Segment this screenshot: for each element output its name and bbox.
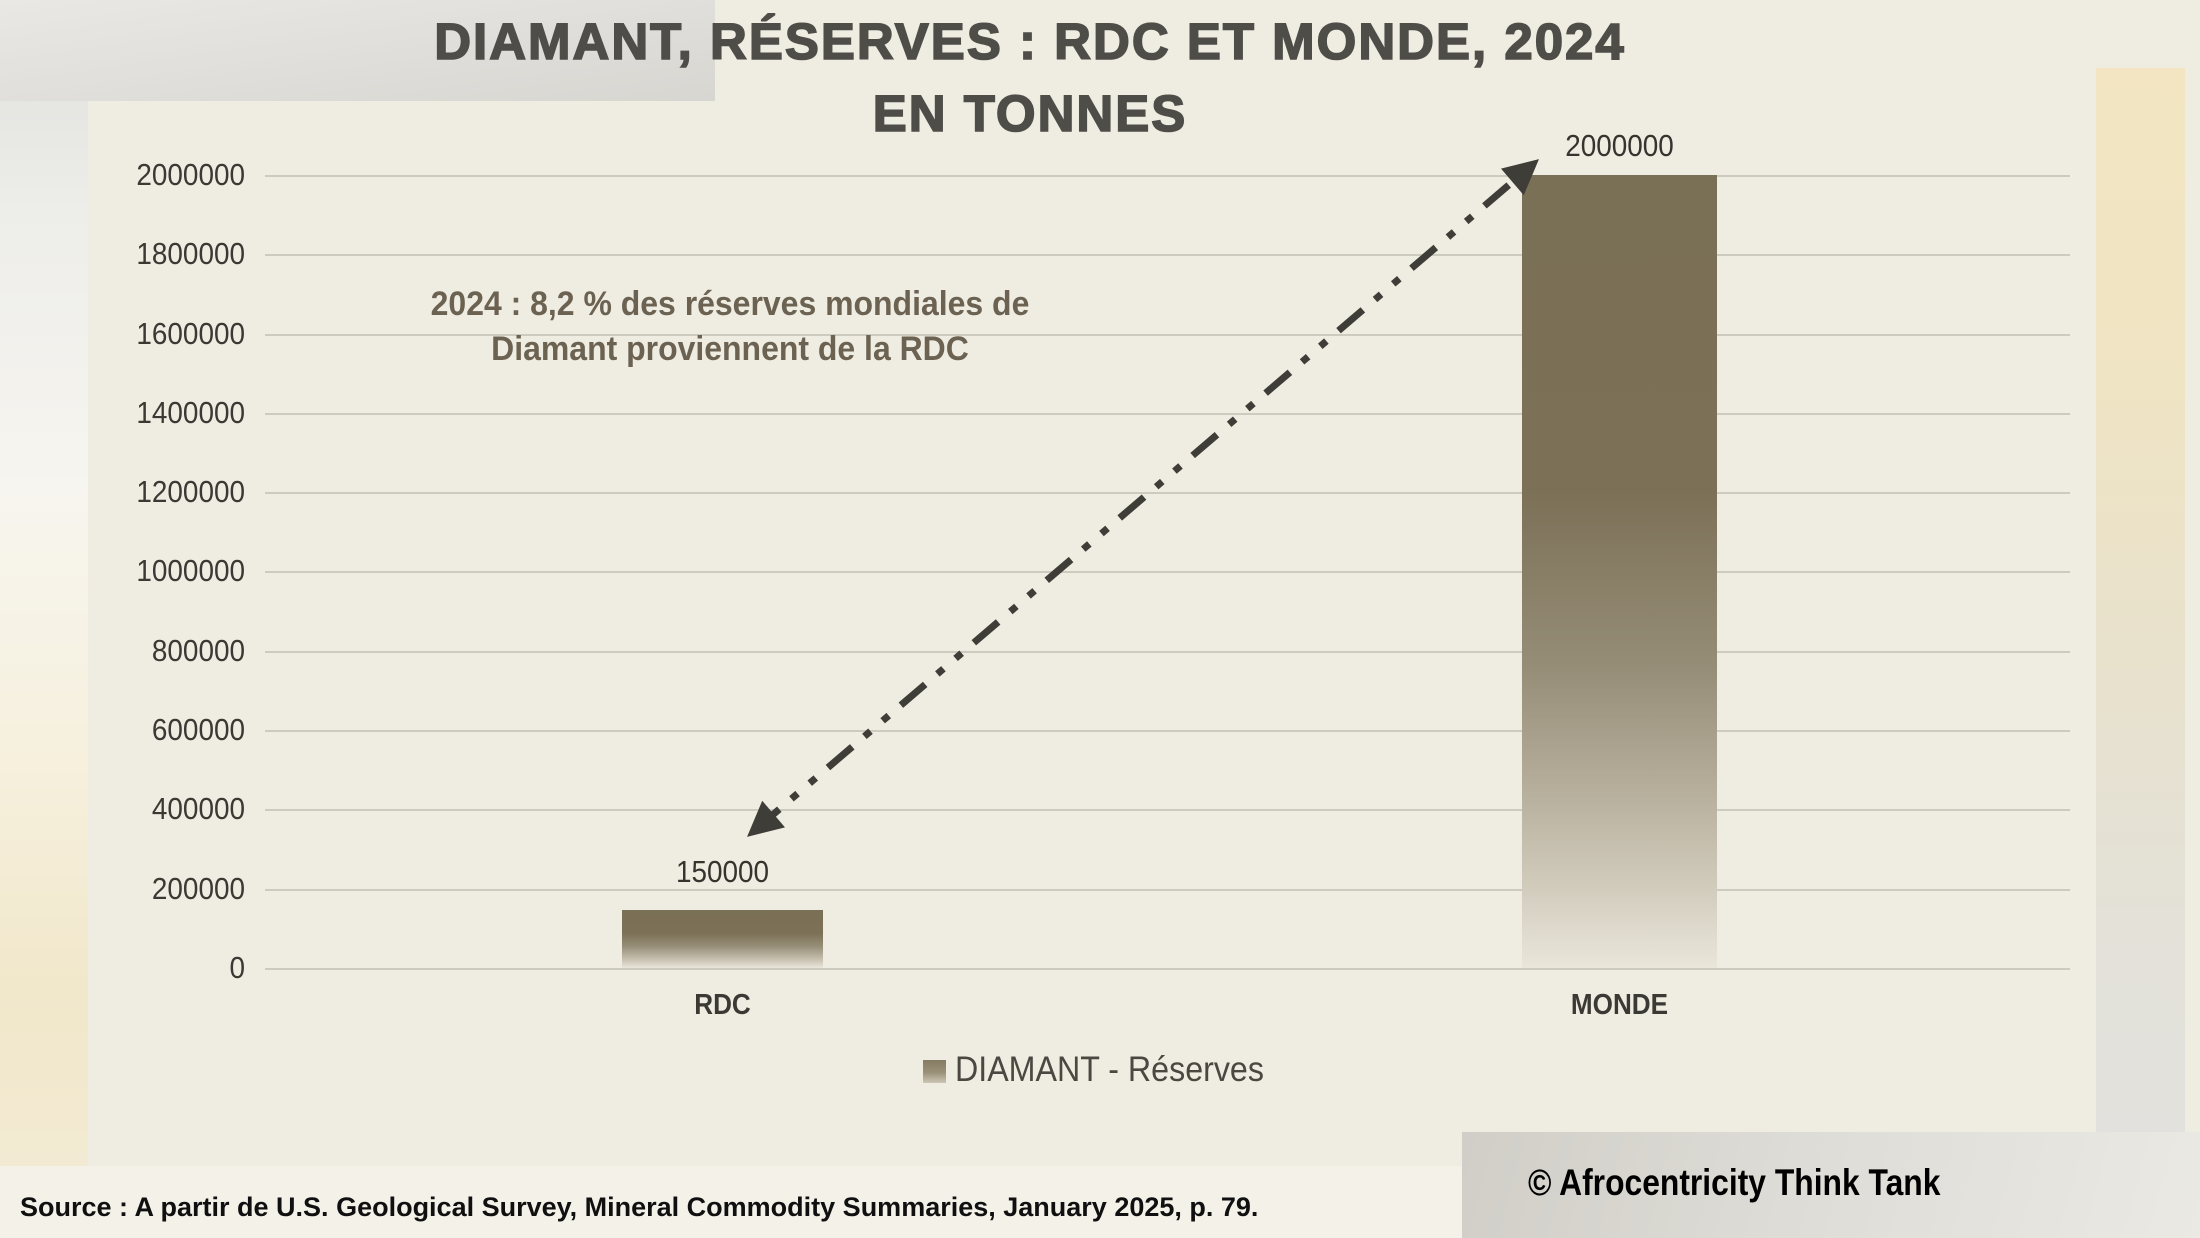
- y-axis-tick: 1200000: [136, 474, 245, 509]
- gridline-1000000: [265, 571, 2070, 573]
- y-axis-tick: 200000: [151, 871, 245, 906]
- annotation-callout: 2024 : 8,2 % des réserves mondiales de D…: [316, 282, 1143, 372]
- gridline-400000: [265, 809, 2070, 811]
- y-axis-tick: 600000: [151, 712, 245, 747]
- category-label-monde: MONDE: [1570, 989, 1669, 1021]
- gridline-1400000: [265, 413, 2070, 415]
- y-axis-tick: 1800000: [136, 236, 245, 271]
- y-axis-tick: 1400000: [136, 395, 245, 430]
- chart-title-line2: EN TONNES: [872, 84, 1188, 143]
- left-gradient-strip: [0, 0, 88, 1166]
- bar-monde: [1522, 175, 1717, 968]
- data-label-monde: 2000000: [1565, 128, 1674, 163]
- annotation-line2: Diamant proviennent de la RDC: [491, 330, 969, 368]
- y-axis-tick: 2000000: [136, 157, 245, 192]
- copyright-gray-box: [1462, 1132, 2200, 1238]
- y-axis-tick: 800000: [151, 633, 245, 668]
- y-axis-tick: 0: [229, 950, 245, 985]
- legend-swatch: [923, 1060, 946, 1083]
- annotation-line1: 2024 : 8,2 % des réserves mondiales de: [430, 285, 1030, 323]
- legend-label: DIAMANT - Réserves: [955, 1050, 1264, 1089]
- top-left-gray-band: [0, 0, 715, 101]
- category-label-rdc: RDC: [694, 989, 751, 1021]
- data-label-rdc: 150000: [675, 854, 770, 889]
- y-axis-tick: 1000000: [136, 553, 245, 588]
- y-axis-tick: 400000: [151, 791, 245, 826]
- gridline-0: [265, 968, 2070, 970]
- chart-title: DIAMANT, RÉSERVES : RDC ET MONDE, 2024 E…: [350, 6, 1710, 150]
- y-axis-tick: 1600000: [136, 316, 245, 351]
- gridline-1200000: [265, 492, 2070, 494]
- gridline-2000000: [265, 175, 2070, 177]
- gridline-800000: [265, 651, 2070, 653]
- gridline-600000: [265, 730, 2070, 732]
- source-note: Source : A partir de U.S. Geological Sur…: [20, 1192, 1259, 1222]
- right-gradient-strip: [2096, 68, 2185, 1133]
- gridline-200000: [265, 889, 2070, 891]
- chart-title-line1: DIAMANT, RÉSERVES : RDC ET MONDE, 2024: [433, 12, 1626, 71]
- copyright-text: © Afrocentricity Think Tank: [1528, 1162, 1941, 1203]
- gridline-1800000: [265, 254, 2070, 256]
- bar-rdc: [622, 910, 823, 968]
